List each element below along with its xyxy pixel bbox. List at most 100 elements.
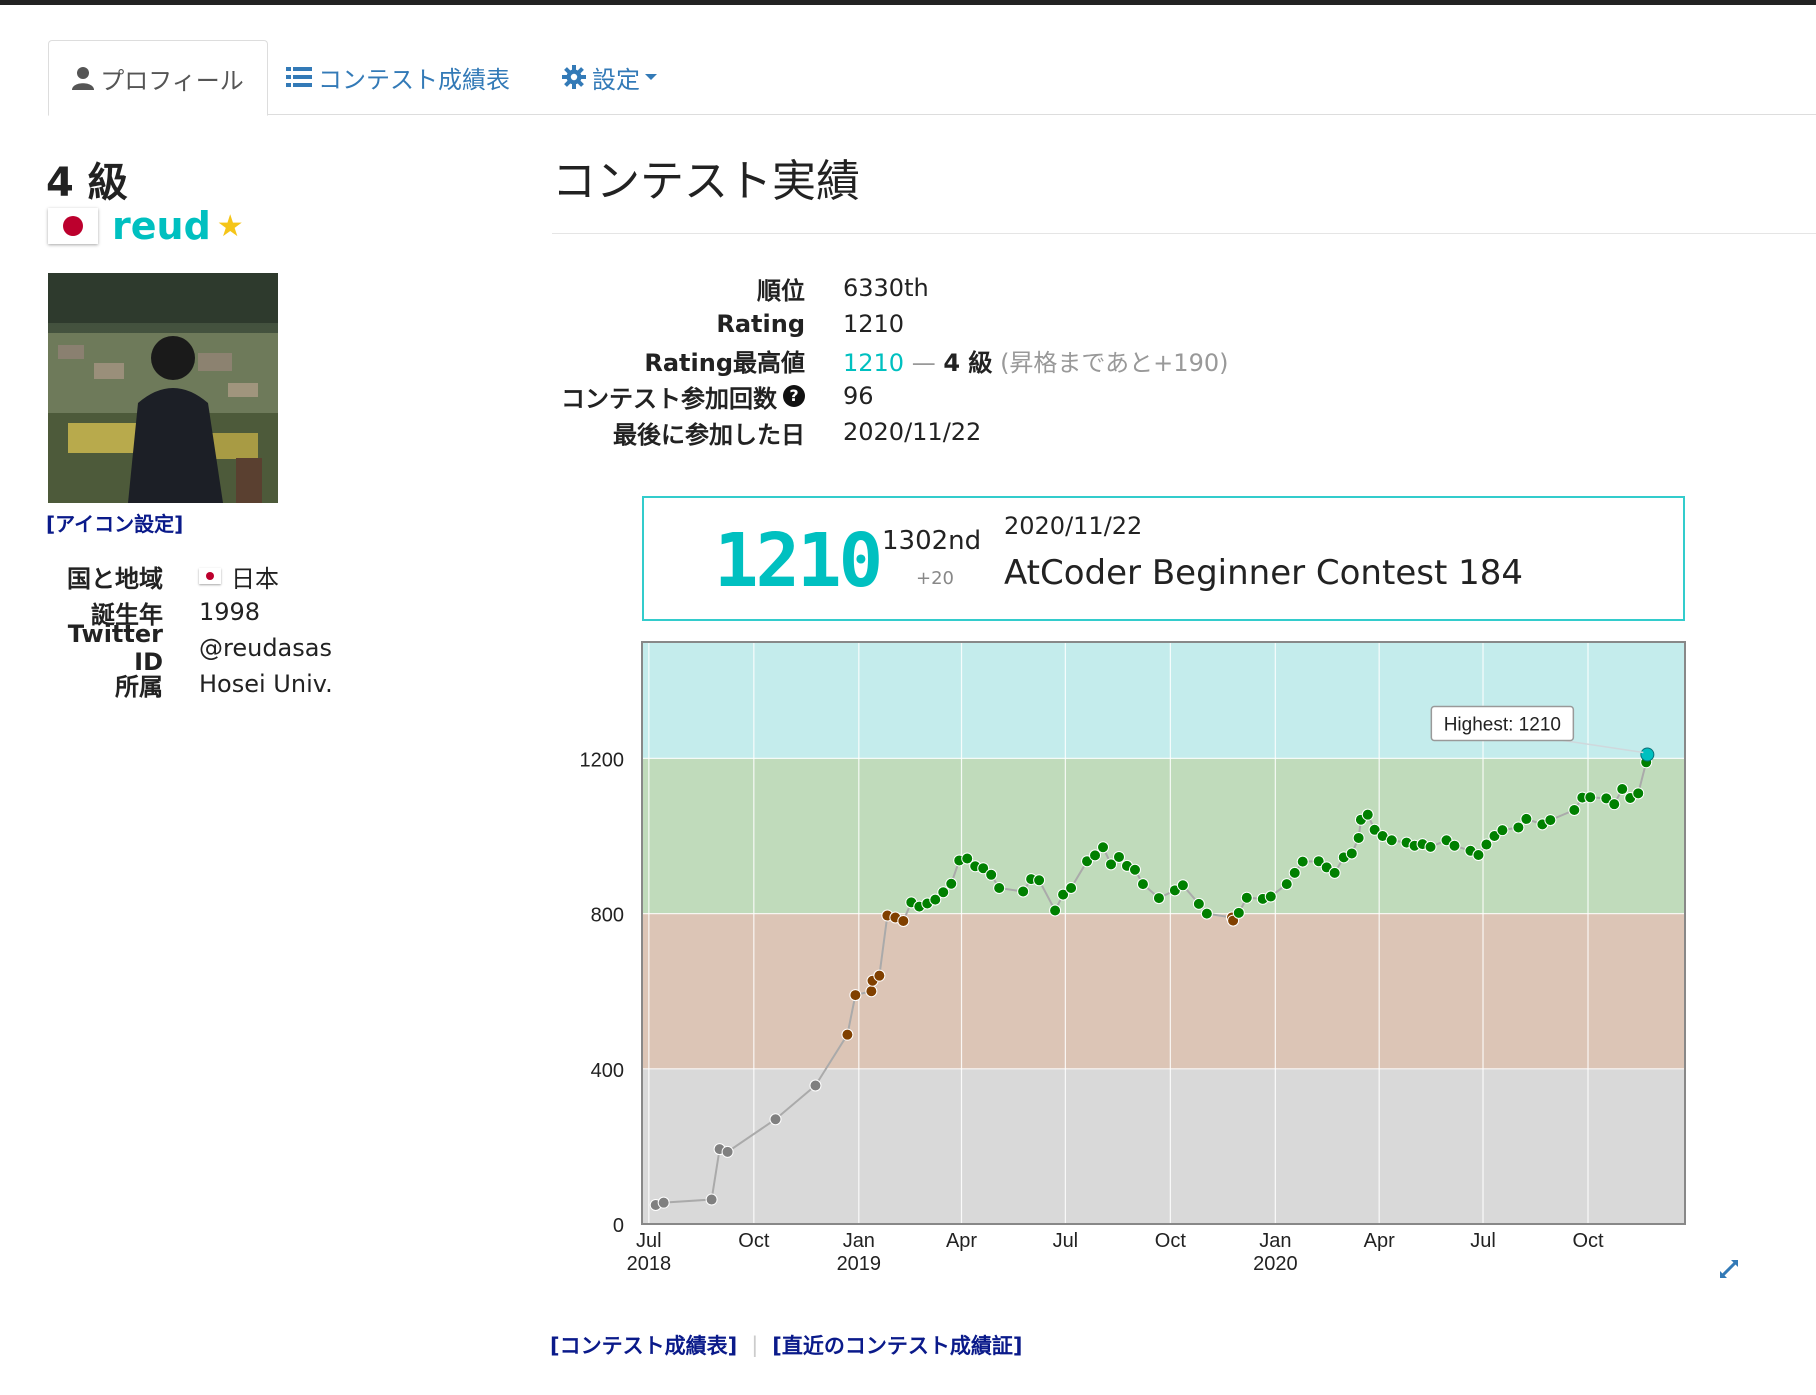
x-tick-label: Jul xyxy=(1470,1230,1496,1252)
rating-point xyxy=(1152,892,1165,905)
rating-point xyxy=(1328,866,1341,879)
x-tick-label: Oct xyxy=(1572,1230,1604,1252)
list-icon xyxy=(286,67,312,87)
y-tick-label: 0 xyxy=(613,1215,624,1237)
rating-point xyxy=(1568,804,1581,817)
rating-point xyxy=(1089,849,1102,862)
y-tick-label: 800 xyxy=(591,905,624,927)
info-row-birth-year: 誕生年 1998 xyxy=(40,594,333,630)
rating-point xyxy=(985,868,998,881)
highest-note: (昇格まであと+190) xyxy=(1000,348,1229,377)
rating-point xyxy=(1192,897,1205,910)
rating-point xyxy=(1352,831,1365,844)
info-row-twitter: Twitter ID @reudasas xyxy=(40,620,333,676)
rating-point xyxy=(1136,878,1149,891)
x-tick-year: 2020 xyxy=(1253,1253,1298,1275)
stats-count-value: 96 xyxy=(843,382,874,410)
japan-flag-icon xyxy=(48,208,98,244)
rating-point xyxy=(1424,840,1437,853)
avatar xyxy=(48,273,278,503)
stats-rating-value: 1210 xyxy=(843,310,905,338)
tab-profile-label: プロフィール xyxy=(100,66,244,95)
rating-point xyxy=(1049,904,1062,917)
latest-place: 1302nd xyxy=(882,526,982,556)
latest-rating: 1210 xyxy=(714,518,883,604)
stats-last-value: 2020/11/22 xyxy=(843,418,982,446)
stats-row-last: 最後に参加した日 2020/11/22 xyxy=(540,414,1228,450)
certificate-link[interactable]: [直近のコンテスト成績証] xyxy=(772,1334,1023,1358)
x-tick-label: Jul xyxy=(1053,1230,1079,1252)
rating-point xyxy=(1616,783,1629,796)
rating-point xyxy=(721,1145,734,1158)
rating-point xyxy=(1280,878,1293,891)
highest-kyu: 4 級 xyxy=(943,348,993,377)
highest-pointer xyxy=(1563,739,1644,754)
rating-band xyxy=(642,758,1685,914)
stats-key: Rating xyxy=(716,310,805,338)
highest-label: Highest: 1210 xyxy=(1444,715,1561,736)
rating-band xyxy=(642,1068,1685,1224)
info-key: 国と地域 xyxy=(67,564,163,593)
x-tick-label: Oct xyxy=(738,1230,770,1252)
rating-point xyxy=(929,893,942,906)
rating-point xyxy=(1097,841,1110,854)
rating-point xyxy=(1240,891,1253,904)
highest-rating: 1210 xyxy=(843,348,905,377)
star-icon: ★ xyxy=(216,208,244,244)
rating-point xyxy=(945,877,958,890)
x-tick-label: Jul xyxy=(636,1230,662,1252)
contest-stats-table: 順位 6330th Rating 1210 Rating最高値 1210 — 4… xyxy=(540,270,1228,450)
rating-point xyxy=(1176,879,1189,892)
info-key: 誕生年 xyxy=(91,600,163,629)
twitter-link[interactable]: @reudasas xyxy=(199,634,332,662)
info-row-country: 国と地域 日本 xyxy=(40,558,333,594)
rating-point xyxy=(961,852,974,865)
rating-point xyxy=(705,1193,718,1206)
x-tick-label: Oct xyxy=(1155,1230,1187,1252)
rating-point xyxy=(1608,798,1621,811)
user-name-line: reud ★ xyxy=(48,203,244,249)
expand-icon[interactable] xyxy=(1718,1258,1740,1280)
icon-settings-link[interactable]: [アイコン設定] xyxy=(46,512,184,536)
rating-point xyxy=(841,1028,854,1041)
user-info-table: 国と地域 日本 誕生年 1998 Twitter ID @reudasas 所属… xyxy=(40,558,333,702)
rating-chart: 0 400 800 1200 Jul 2018 Oct Jan 2019 Apr Jul Oct Jan… xyxy=(540,630,1770,1290)
contest-history-link[interactable]: [コンテスト成績表] xyxy=(550,1334,738,1358)
username-link[interactable]: reud xyxy=(112,204,211,248)
rating-point xyxy=(865,985,878,998)
rating-point xyxy=(873,969,886,982)
rating-point xyxy=(1584,791,1597,804)
info-key: Twitter ID xyxy=(67,620,163,676)
rating-point xyxy=(937,886,950,899)
stats-key: コンテスト参加回数 xyxy=(561,384,777,413)
rating-point xyxy=(1065,881,1078,894)
profile-tabs: プロフィール コンテスト成績表 設定 xyxy=(0,40,1816,116)
rating-point xyxy=(1345,847,1358,860)
rating-point xyxy=(1448,839,1461,852)
bottom-links: [コンテスト成績表] | [直近のコンテスト成績証] xyxy=(550,1330,1022,1360)
stats-highest-value: 1210 — 4 級 (昇格まであと+190) xyxy=(843,343,1228,378)
tab-profile[interactable]: プロフィール xyxy=(48,40,268,116)
rating-point xyxy=(1640,747,1655,762)
question-icon[interactable]: ? xyxy=(783,385,805,407)
gear-icon xyxy=(562,65,586,89)
y-tick-label: 1200 xyxy=(580,749,625,771)
rating-point xyxy=(1472,849,1485,862)
y-tick-label: 400 xyxy=(591,1060,624,1082)
rating-point xyxy=(1057,888,1070,901)
rating-point xyxy=(1017,885,1030,898)
tab-contest-history-label: コンテスト成績表 xyxy=(318,65,510,94)
x-tick-label: Apr xyxy=(1364,1230,1395,1252)
info-key: 所属 xyxy=(115,672,163,701)
link-separator: | xyxy=(751,1333,759,1357)
stats-key-count: コンテスト参加回数 ? xyxy=(540,379,805,414)
tab-settings[interactable]: 設定 xyxy=(562,40,657,114)
top-bar xyxy=(0,0,1816,5)
rating-band xyxy=(642,913,1685,1069)
rating-point xyxy=(1105,858,1118,871)
tab-contest-history[interactable]: コンテスト成績表 xyxy=(286,40,510,114)
highest-sep: — xyxy=(911,348,936,377)
plot-frame xyxy=(641,641,1686,1225)
rating-point xyxy=(1480,838,1493,851)
